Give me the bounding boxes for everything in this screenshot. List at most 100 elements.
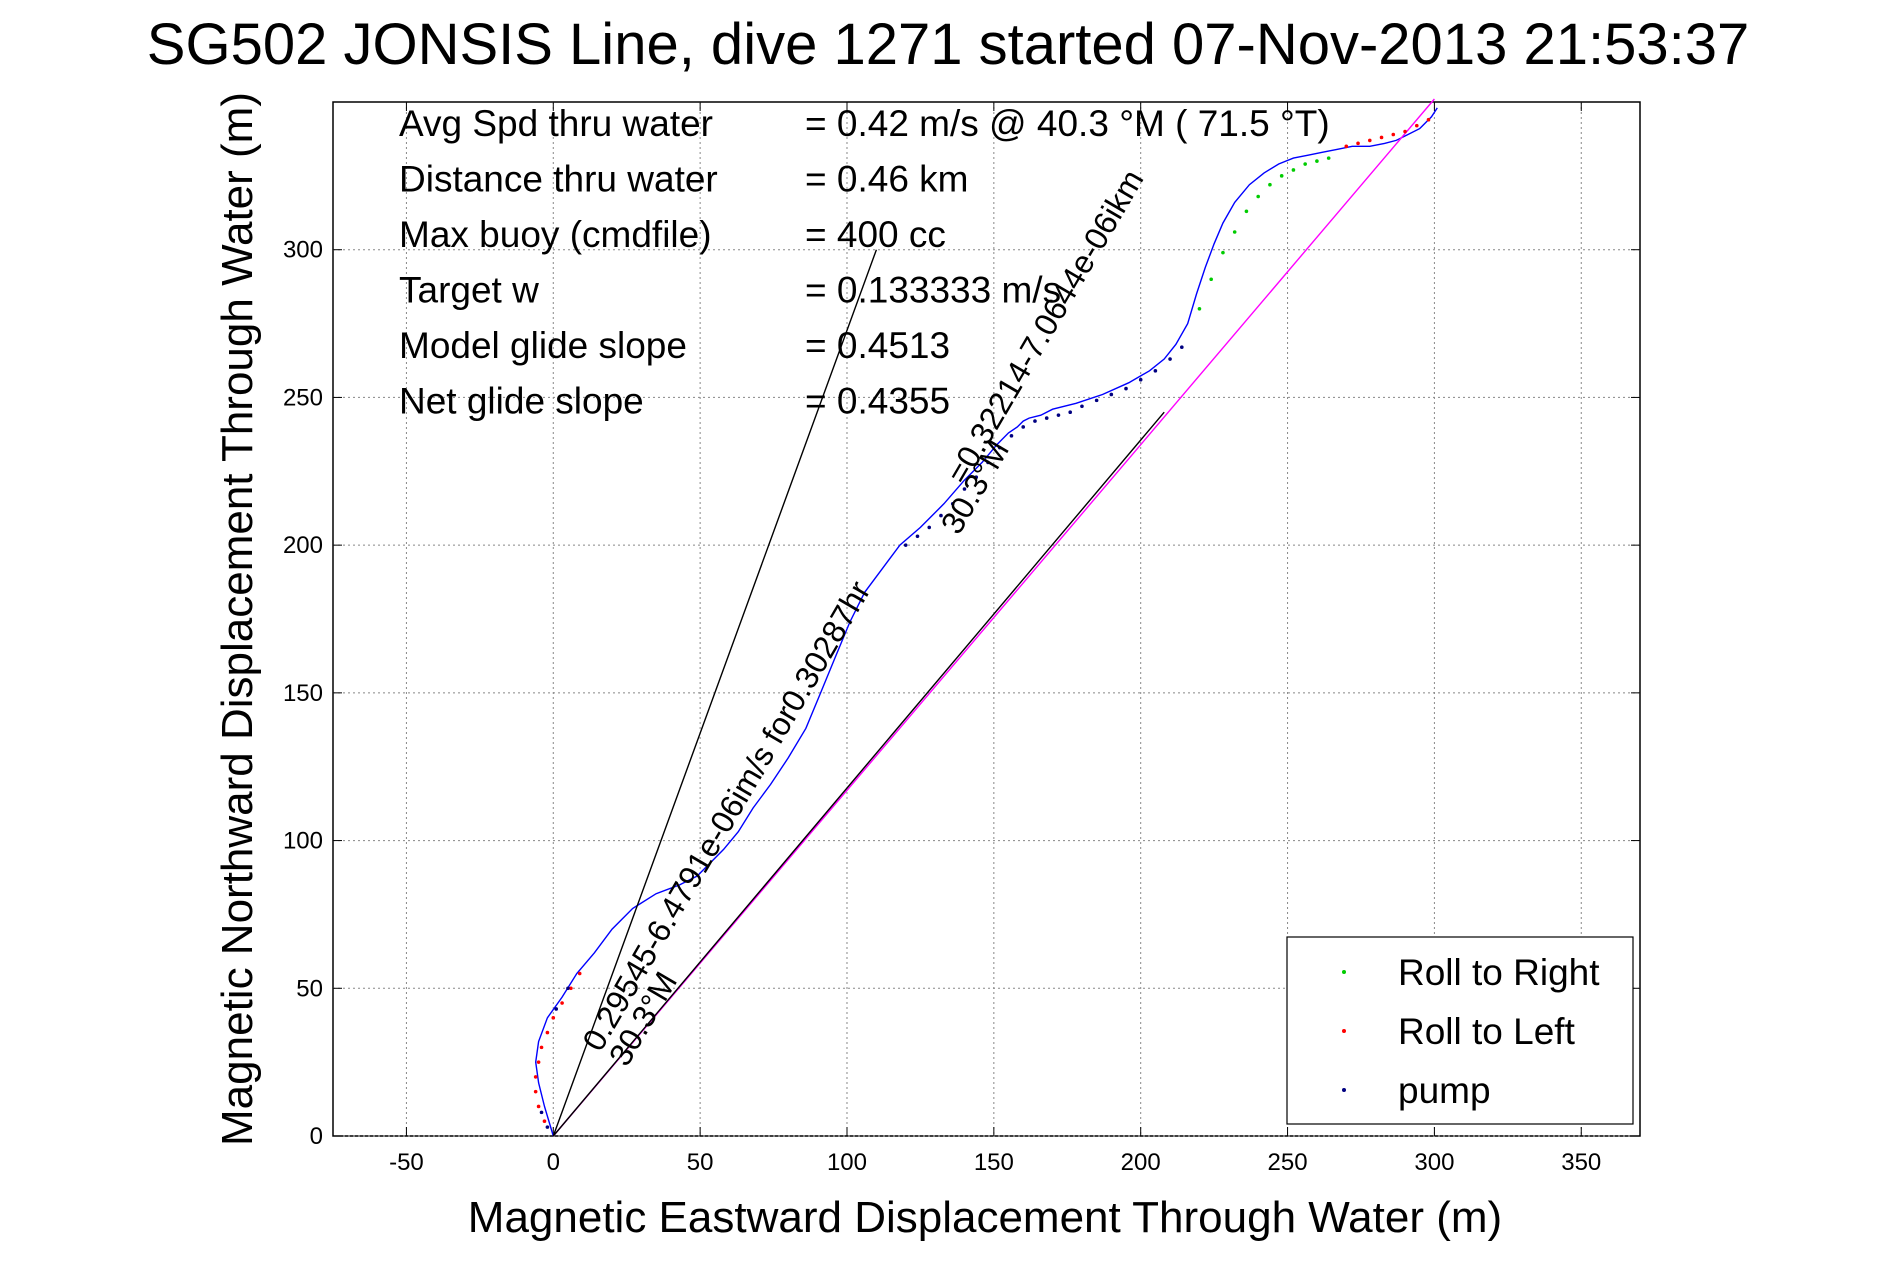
pump-marker	[927, 525, 932, 530]
y-tick-label: 150	[283, 680, 323, 707]
series-line-heading	[552, 98, 1435, 1137]
info-label: Max buoy (cmdfile)	[399, 214, 712, 255]
pump-marker	[539, 1110, 544, 1115]
roll-right-marker	[1303, 162, 1307, 166]
series-line-glide-cone-right	[552, 411, 1165, 1137]
x-tick-label: 300	[1414, 1149, 1454, 1176]
pump-marker	[554, 1007, 559, 1011]
roll-left-marker	[1344, 144, 1349, 149]
pump-marker	[566, 986, 570, 991]
pump-marker	[903, 543, 908, 547]
pump-marker	[1044, 416, 1049, 420]
series-line-glide-cone-left	[552, 249, 878, 1137]
x-tick-label: 50	[687, 1149, 714, 1176]
pump-marker	[1094, 398, 1099, 403]
x-tick-label: 350	[1561, 1149, 1601, 1176]
y-axis-ticks: 0 50 100 150 200 250 300	[283, 237, 1640, 1150]
pump-marker	[915, 534, 920, 539]
x-tick-label: -50	[389, 1149, 424, 1176]
roll-right-marker	[1197, 307, 1202, 311]
x-tick-label: 0	[547, 1149, 560, 1176]
roll-left-marker	[1414, 123, 1419, 128]
roll-left-marker	[539, 1045, 544, 1050]
roll-right-marker	[1221, 250, 1225, 255]
pump-marker	[962, 487, 967, 491]
chart-title: SG502 JONSIS Line, dive 1271 started 07-…	[147, 12, 1749, 77]
legend-label: pump	[1398, 1070, 1491, 1111]
series-line-track	[534, 107, 1438, 1137]
y-tick-label: 250	[283, 384, 323, 411]
legend-items: Roll to Right Roll to Left pump	[1342, 952, 1600, 1111]
pump-marker	[974, 475, 979, 479]
roll-right-marker	[1291, 168, 1296, 172]
pump-marker	[1033, 419, 1037, 423]
pump-marker	[1056, 413, 1061, 417]
pump-marker	[986, 460, 990, 465]
info-value: = 0.133333 m/s	[805, 270, 1061, 311]
roll-left-marker	[1426, 117, 1431, 122]
roll-left-marker	[1356, 141, 1360, 146]
pump-marker	[939, 513, 943, 518]
roll-right-marker	[1209, 277, 1213, 282]
pump-marker	[1080, 404, 1084, 409]
series-layer	[534, 98, 1438, 1137]
x-tick-label: 200	[1121, 1149, 1161, 1176]
info-label: Avg Spd thru water	[399, 103, 713, 144]
info-value: = 0.42 m/s @ 40.3 °M ( 71.5 °T)	[805, 103, 1330, 144]
roll-left-marker	[536, 1104, 541, 1109]
y-tick-label: 300	[283, 237, 323, 264]
pump-marker	[1168, 357, 1172, 361]
roll-right-marker	[1326, 156, 1331, 160]
roll-right-marker	[1315, 159, 1319, 163]
pump-marker	[1180, 345, 1184, 350]
x-tick-label: 100	[827, 1149, 867, 1176]
x-axis-ticks: -50 0 50 100 150 200 250 300 350	[389, 102, 1601, 1176]
y-tick-label: 0	[310, 1123, 323, 1150]
info-block: Avg Spd thru water = 0.42 m/s @ 40.3 °M (…	[399, 103, 1330, 422]
x-tick-label: 150	[974, 1149, 1014, 1176]
roll-left-marker	[560, 1001, 564, 1005]
legend-label: Roll to Left	[1398, 1011, 1576, 1052]
roll-right-marker	[1268, 182, 1272, 187]
roll-right-marker	[1232, 230, 1237, 234]
y-tick-label: 100	[283, 828, 323, 855]
roll-left-marker	[545, 1030, 550, 1035]
pump-marker	[545, 1125, 550, 1129]
y-tick-label: 200	[283, 532, 323, 559]
roll-left-marker	[533, 1075, 538, 1079]
roll-right-marker	[1244, 209, 1249, 214]
roll-left-marker	[536, 1060, 541, 1064]
pump-marker	[1138, 377, 1143, 382]
roll-left-marker	[542, 1119, 547, 1124]
x-axis-label: Magnetic Eastward Displacement Through W…	[468, 1193, 1502, 1242]
roll-left-marker	[569, 986, 573, 991]
roll-left-marker	[1367, 138, 1372, 143]
y-tick-label: 50	[296, 975, 323, 1002]
legend-marker	[1342, 970, 1346, 974]
marker-layer	[533, 117, 1431, 1129]
roll-right-marker	[1256, 194, 1260, 199]
info-label: Target w	[399, 270, 539, 311]
pump-marker	[1021, 425, 1026, 429]
info-value: = 0.4513	[805, 325, 950, 366]
pump-marker	[950, 501, 955, 506]
info-label: Net glide slope	[399, 381, 644, 422]
legend-marker	[1342, 1029, 1346, 1033]
info-value: = 0.46 km	[805, 159, 969, 200]
info-label: Model glide slope	[399, 325, 687, 366]
x-tick-label: 250	[1268, 1149, 1308, 1176]
info-value: = 0.4355	[805, 381, 950, 422]
roll-left-marker	[533, 1089, 538, 1094]
roll-right-marker	[1279, 174, 1284, 178]
info-value: = 400 cc	[805, 214, 946, 255]
legend: Roll to Right Roll to Left pump	[1286, 936, 1634, 1125]
pump-marker	[1009, 434, 1014, 438]
info-label: Distance thru water	[399, 159, 718, 200]
roll-left-marker	[1403, 129, 1407, 134]
pump-marker	[1109, 392, 1114, 397]
roll-left-marker	[551, 1016, 556, 1020]
roll-left-marker	[1391, 132, 1396, 137]
roll-left-marker	[577, 971, 582, 976]
pump-marker	[997, 445, 1002, 450]
